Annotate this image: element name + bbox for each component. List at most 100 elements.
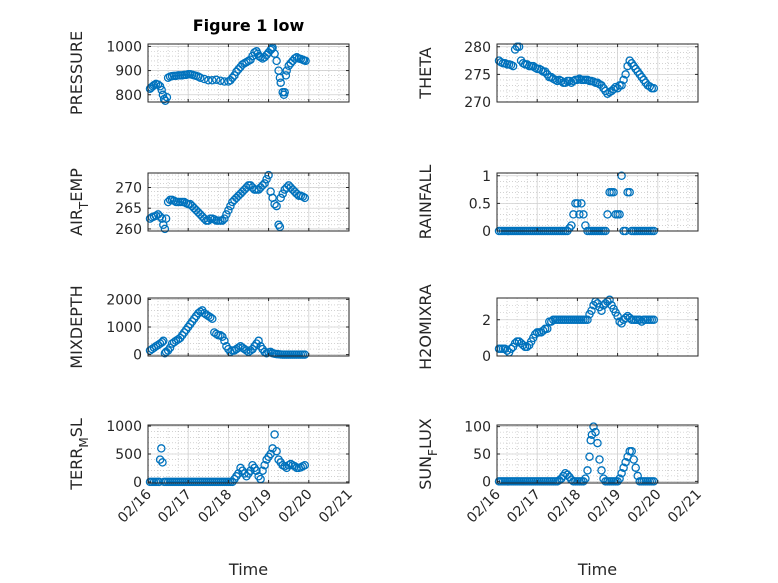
data-point [161,214,171,223]
panel-sun-flux: 0 50 100 02/16 02/17 02/18 02/19 02/20 02/21 SUNF… [416,418,705,579]
data-point [609,85,618,94]
data-point [627,447,636,456]
data-point [615,210,624,219]
data-point [242,183,251,192]
ytick-label: 0.5 [469,196,491,212]
data-point [157,214,167,223]
data-point [581,221,590,230]
data-point [649,83,659,93]
data-point [157,337,167,347]
data-point [502,346,512,355]
data-point [587,306,596,315]
ytick-label: 1000 [106,419,142,435]
ytick-label: 100 [464,420,491,436]
axes-box [496,297,699,357]
data-point [619,463,628,472]
xlabel: Time [228,560,268,579]
data-point [597,466,606,475]
data-point [163,197,173,207]
ytick-label: 1000 [106,39,142,55]
ytick-label: 0 [482,474,491,490]
data-point [275,222,285,232]
xtick-label: 02/19 [236,487,276,527]
ylabel: SUNFLUX [416,418,440,490]
data-point [522,60,532,69]
data-point [212,75,221,85]
data-point [200,214,209,223]
data-point [274,220,283,230]
data-point [567,221,576,230]
axes-box [147,43,350,103]
data-point [645,82,655,91]
data-point [575,210,584,219]
data-point [160,224,170,234]
data-point [649,315,659,325]
data-point [591,427,600,437]
data-point [300,193,310,203]
ytick-label: 1 [482,169,491,185]
ytick-label: 0 [482,224,491,240]
data-point [262,174,271,184]
data-point [260,179,269,188]
ytick-label: 0 [482,349,491,365]
data-point [218,216,227,225]
ytick-label: 800 [115,88,142,104]
data-point [228,73,237,83]
data-point [224,206,233,215]
data-point [619,75,628,85]
ytick-label: 0 [133,475,142,491]
data-point [281,71,291,80]
data-point [220,77,229,86]
data-point [613,311,622,321]
data-point [506,344,516,354]
data-point [581,474,590,483]
data-point [272,56,281,66]
data-point [595,455,604,464]
data-point [208,76,217,85]
data-point [204,216,213,225]
xtick-label: 02/17 [504,487,544,527]
data-point [538,326,548,335]
data-point [226,201,235,211]
ytick-label: 2000 [106,292,142,308]
ytick-label: 270 [464,95,491,111]
axes-background [497,44,698,102]
axes-box [496,43,699,103]
figure-title: Figure 1 low [193,16,305,35]
xtick-label: 02/19 [585,487,625,527]
data-point [278,189,287,198]
ylabel: PRESSURE [67,31,86,115]
data-point [216,331,225,340]
data-point [579,210,588,219]
data-point [631,463,640,472]
ytick-label: 50 [473,447,491,463]
data-point [629,455,638,464]
ytick-label: 265 [115,201,142,217]
data-point [300,460,310,470]
ytick-label: 275 [464,67,491,83]
data-point [208,314,217,323]
data-point [157,85,166,95]
data-point [276,78,285,87]
data-point [276,193,285,203]
data-point [617,81,626,90]
data-point [589,422,598,431]
data-point [547,317,556,326]
data-point [220,214,229,223]
data-point [621,457,630,467]
data-point [234,65,243,74]
data-point [593,438,602,448]
axes-box [147,172,350,232]
data-point [264,170,273,180]
ytick-label: 260 [115,222,142,238]
data-point [272,201,281,211]
panel-rainfall: 0 0.5 1 RAINFALL [416,165,699,240]
data-point [158,458,167,467]
axes-background [497,173,698,231]
ytick-label: 900 [115,64,142,80]
data-point [162,92,172,102]
data-point [617,468,626,478]
panel-terr-msl: 0 500 1000 02/16 02/17 02/18 02/19 02/20 02/21 TE… [67,418,356,579]
data-point [615,317,624,326]
